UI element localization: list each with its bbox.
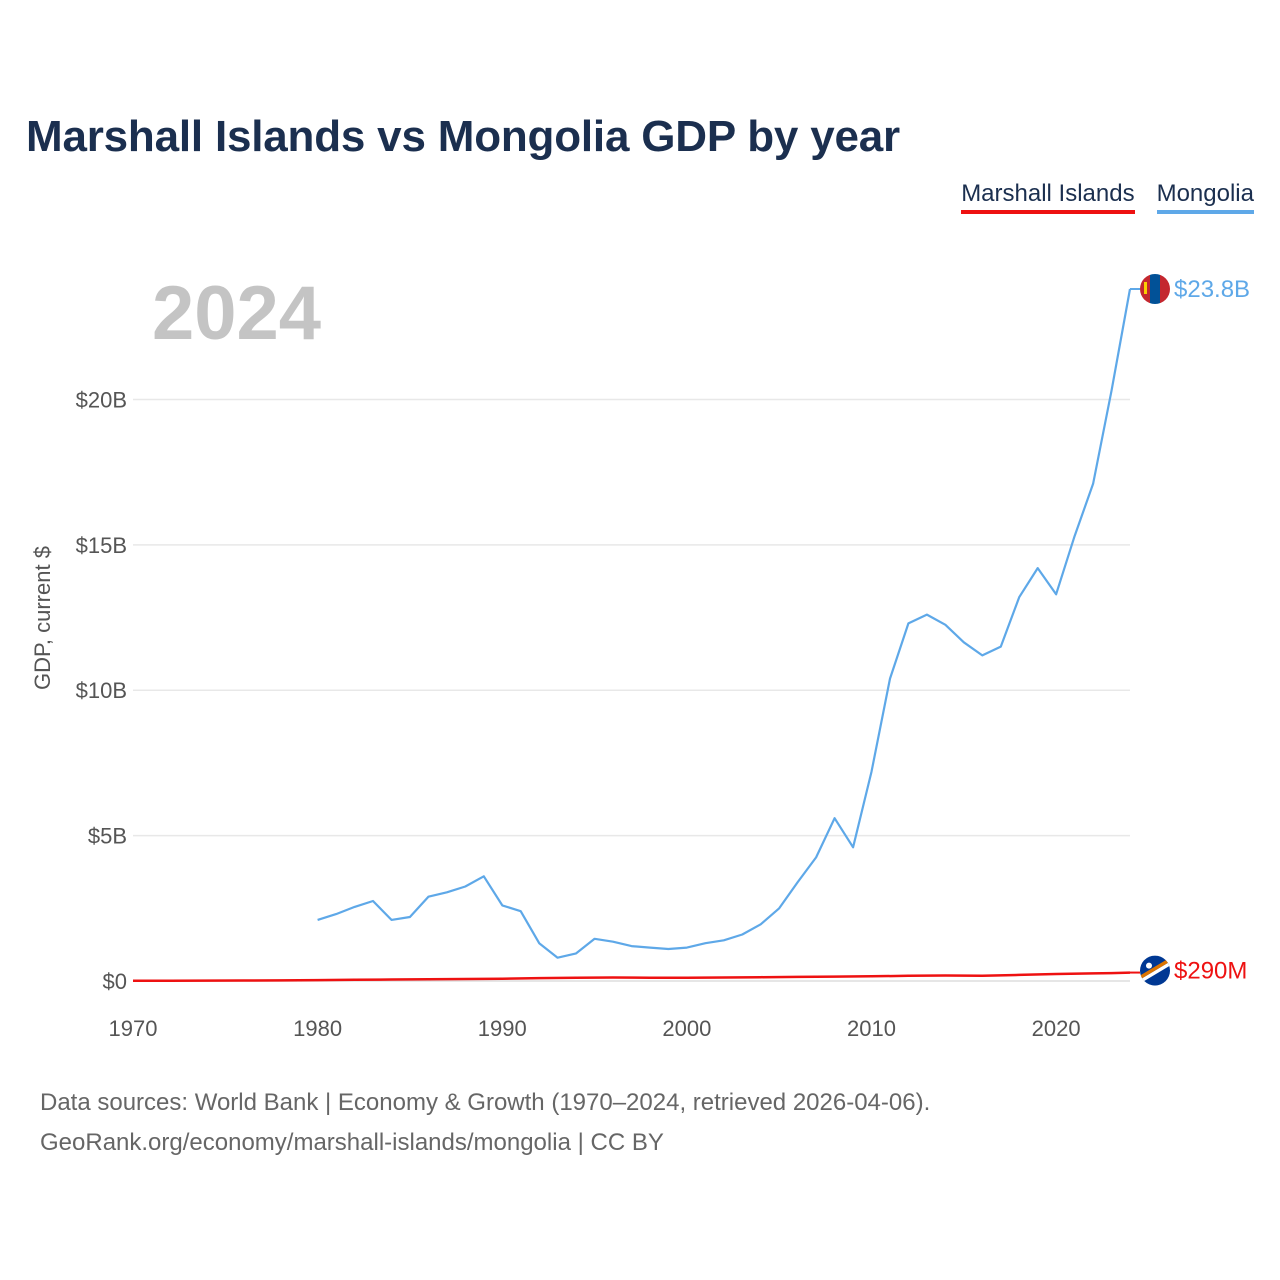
mongolia-flag-icon: [1140, 274, 1170, 304]
chart-title: Marshall Islands vs Mongolia GDP by year: [26, 112, 900, 161]
mongolia-end-value: $23.8B: [1174, 276, 1250, 303]
x-tick-label: 1970: [109, 1016, 158, 1041]
x-axis-ticks: 1970 1980 1990 2000 2010 2020: [109, 1016, 1081, 1041]
y-tick-label: $20B: [76, 387, 127, 412]
gridlines: [133, 398, 1130, 982]
x-tick-label: 2020: [1032, 1016, 1081, 1041]
x-tick-label: 2010: [847, 1016, 896, 1041]
legend-item-mongolia[interactable]: Mongolia: [1156, 180, 1254, 214]
series-line-marshall-islands: [133, 971, 1131, 982]
chart-footer: Data sources: World Bank | Economy & Gro…: [40, 1083, 930, 1163]
x-tick-label: 2000: [662, 1016, 711, 1041]
source-url-text: GeoRank.org/economy/marshall-islands/mon…: [40, 1129, 664, 1156]
x-tick-label: 1990: [478, 1016, 527, 1041]
current-year-label: 2024: [152, 271, 321, 356]
x-tick-label: 1980: [293, 1016, 342, 1041]
y-axis-ticks: $0 $5B $10B $15B $20B: [76, 387, 127, 994]
marshall-islands-flag-icon: [1140, 955, 1170, 986]
chart-legend: Marshall Islands Mongolia: [961, 180, 1254, 214]
y-tick-label: $15B: [76, 533, 127, 558]
series-lines: [133, 288, 1140, 982]
marshall-islands-end-value: $290M: [1174, 958, 1247, 985]
series-line-mongolia: [317, 288, 1132, 959]
y-tick-label: $10B: [76, 678, 127, 703]
y-tick-label: $5B: [88, 824, 127, 849]
data-source-text: Data sources: World Bank | Economy & Gro…: [40, 1089, 931, 1116]
y-axis-label: GDP, current $: [30, 546, 55, 690]
y-tick-label: $0: [103, 969, 127, 994]
legend-item-marshall-islands[interactable]: Marshall Islands: [961, 180, 1135, 214]
